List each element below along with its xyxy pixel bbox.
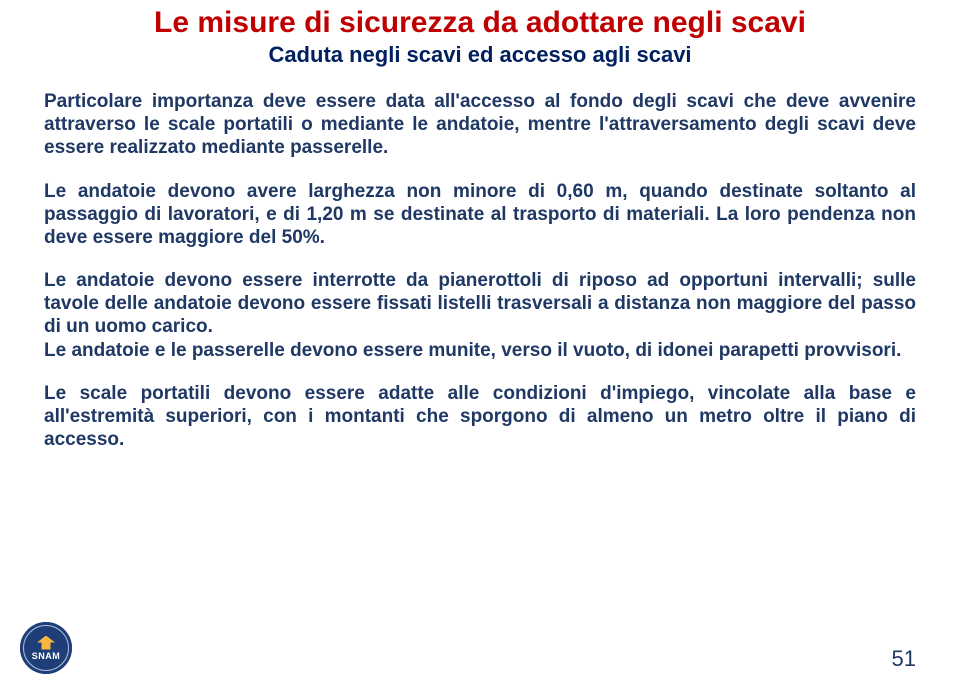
logo-circle: SNAM xyxy=(20,622,72,674)
page-title: Le misure di sicurezza da adottare negli… xyxy=(44,6,916,40)
logo-text: SNAM xyxy=(32,651,61,661)
paragraph-5: Le scale portatili devono essere adatte … xyxy=(44,382,916,452)
page-number: 51 xyxy=(892,646,916,672)
logo-house-icon xyxy=(37,636,55,650)
page-subtitle: Caduta negli scavi ed accesso agli scavi xyxy=(44,42,916,68)
brand-logo: SNAM xyxy=(20,622,72,674)
paragraph-3: Le andatoie devono essere interrotte da … xyxy=(44,269,916,339)
paragraph-4: Le andatoie e le passerelle devono esser… xyxy=(44,339,916,362)
paragraph-1: Particolare importanza deve essere data … xyxy=(44,90,916,160)
paragraph-2: Le andatoie devono avere larghezza non m… xyxy=(44,180,916,250)
logo-inner-ring: SNAM xyxy=(23,625,69,671)
